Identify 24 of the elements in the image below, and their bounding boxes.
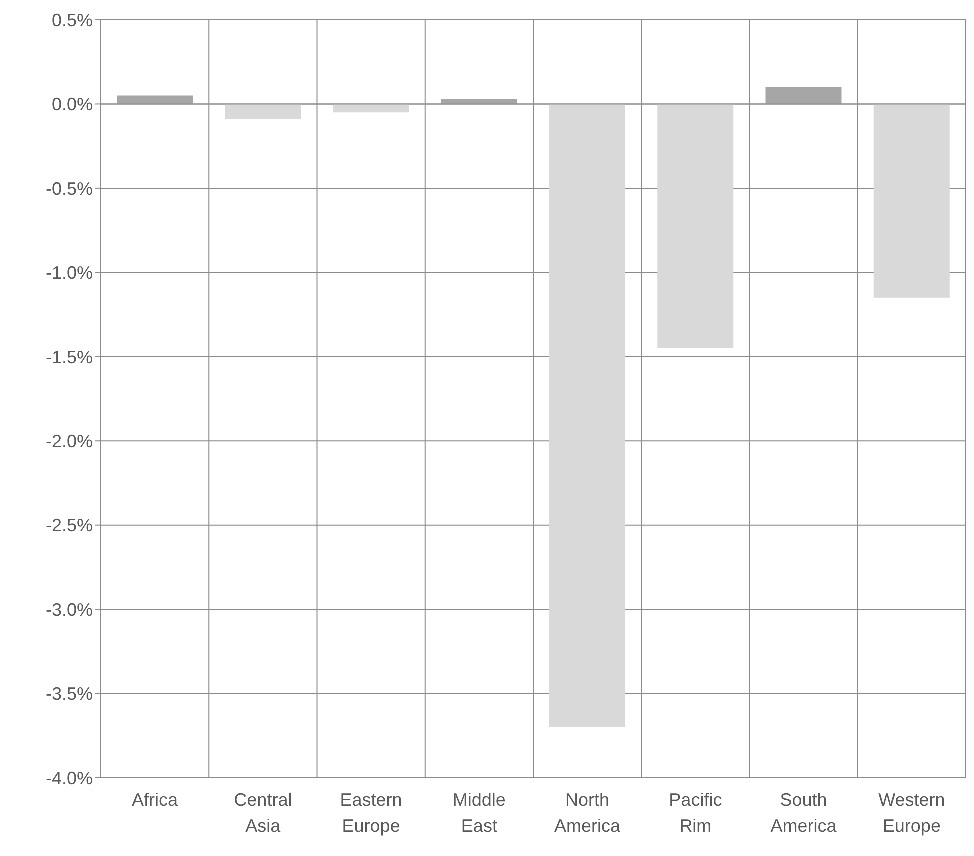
- x-tick-label: Central Asia: [234, 790, 292, 836]
- y-tick-label: -3.5%: [46, 684, 93, 704]
- bar: [658, 104, 734, 348]
- x-tick-label: Eastern Europe: [340, 790, 402, 836]
- y-tick-label: -2.5%: [46, 516, 93, 536]
- bar: [766, 87, 842, 104]
- bar: [550, 104, 626, 728]
- x-tick-label: North America: [554, 790, 622, 836]
- y-tick-label: -1.0%: [46, 263, 93, 284]
- x-tick-label: Western Europe: [878, 790, 946, 836]
- y-tick-label: 0.5%: [52, 10, 93, 30]
- bar: [333, 104, 410, 113]
- bar: [874, 104, 950, 298]
- y-tick-label: -3.0%: [46, 600, 93, 620]
- y-tick-label: -2.0%: [46, 432, 93, 452]
- x-tick-label: South America: [770, 790, 838, 836]
- x-tick-label: Middle East: [452, 790, 506, 836]
- y-tick-label: -0.5%: [46, 178, 93, 199]
- y-tick-label: -1.5%: [46, 347, 93, 368]
- x-tick-label: Pacific Rim: [669, 790, 722, 836]
- y-tick-label: -4.0%: [46, 768, 93, 788]
- y-tick-label: 0.0%: [52, 94, 93, 115]
- bar: [225, 104, 302, 120]
- x-tick-label: Africa: [132, 790, 180, 810]
